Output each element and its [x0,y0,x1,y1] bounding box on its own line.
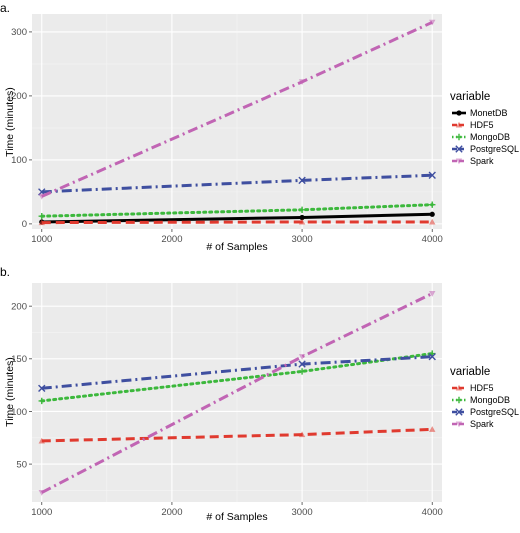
legend-key-marker [455,384,463,391]
data-point [298,218,306,225]
x-tick-label: 2000 [161,507,182,518]
data-point [429,290,436,297]
legend-key-marker [455,396,463,404]
data-point [299,214,305,221]
legend-item-label: MongoDB [470,132,510,142]
data-point [429,211,435,217]
data-point [38,384,46,392]
x-tick-label: 4000 [422,507,443,518]
data-point [428,353,436,361]
panel-label: b. [0,265,10,279]
legend-item-label: PostgreSQL [470,407,519,417]
y-tick-label: 300 [11,27,27,38]
data-point [429,19,436,26]
y-tick-label: 100 [11,407,27,418]
x-tick-label: 3000 [292,234,313,245]
chart-panel-a: a. 1000 2000 3000 4000 0 100 200 300 # of Samples… [0,1,519,253]
x-tick-label: 1000 [31,234,52,245]
legend: variable MonetDB HDF5 MongoDB PostgreSQL Spar… [450,91,519,166]
legend: variable HDF5 MongoDB PostgreSQL Spark [450,366,519,429]
y-tick-label: 200 [11,91,27,102]
x-tick-label: 4000 [422,234,443,245]
y-tick-label: 150 [11,354,27,365]
legend-item-label: HDF5 [470,383,494,393]
x-tick-label: 2000 [161,234,182,245]
x-axis-title: # of Samples [206,511,267,523]
series-spark [38,19,436,200]
series-hdf5 [38,426,436,444]
data-point [429,350,436,357]
data-point [38,193,45,200]
data-point [38,213,45,220]
y-tick-label: 100 [11,155,27,166]
data-point [38,489,45,496]
series-hdf5 [38,218,436,226]
legend-key-marker [455,133,463,141]
legend-key-marker [455,145,463,153]
legend-item-label: Spark [470,419,494,429]
legend-key-marker [455,121,463,128]
y-axis-title: Time (minutes) [4,87,16,157]
data-point [38,437,45,444]
data-point [429,201,436,208]
data-point [429,218,436,225]
panel-label: a. [0,1,10,15]
x-tick-label: 1000 [31,507,52,518]
series-postgresql [38,353,436,392]
legend-item-label: PostgreSQL [470,144,519,154]
legend-title: variable [450,91,490,103]
data-point [298,360,306,368]
series-mongodb [38,201,436,220]
data-point [38,219,45,226]
data-point [298,176,306,185]
legend-key-marker [456,110,462,116]
legend-title: variable [450,366,490,378]
data-point [429,426,436,432]
data-point [38,397,45,405]
legend-key-marker [455,158,463,165]
x-axis-title: # of Samples [206,241,267,253]
y-tick-label: 200 [11,301,27,312]
data-point [298,354,306,360]
x-tick-label: 3000 [292,507,313,518]
legend-key-marker [455,421,463,428]
legend-item-label: Spark [470,156,494,166]
series-spark [38,290,436,496]
data-point [298,79,306,86]
legend-key-marker [455,408,463,416]
legend-item-label: HDF5 [470,120,494,130]
legend-item-label: MonetDB [470,108,508,118]
gridlines [32,283,442,502]
data-point [298,206,306,214]
y-axis-title: Time (minutes) [4,357,16,427]
data-point [298,368,306,375]
data-point [428,171,436,179]
chart-panel-b: b. 1000 2000 3000 4000 50 100 150 200 # of Sample… [0,265,519,523]
y-tick-label: 0 [22,219,27,230]
y-tick-label: 50 [16,459,27,470]
legend-item-label: MongoDB [470,395,510,405]
data-point [298,431,306,438]
